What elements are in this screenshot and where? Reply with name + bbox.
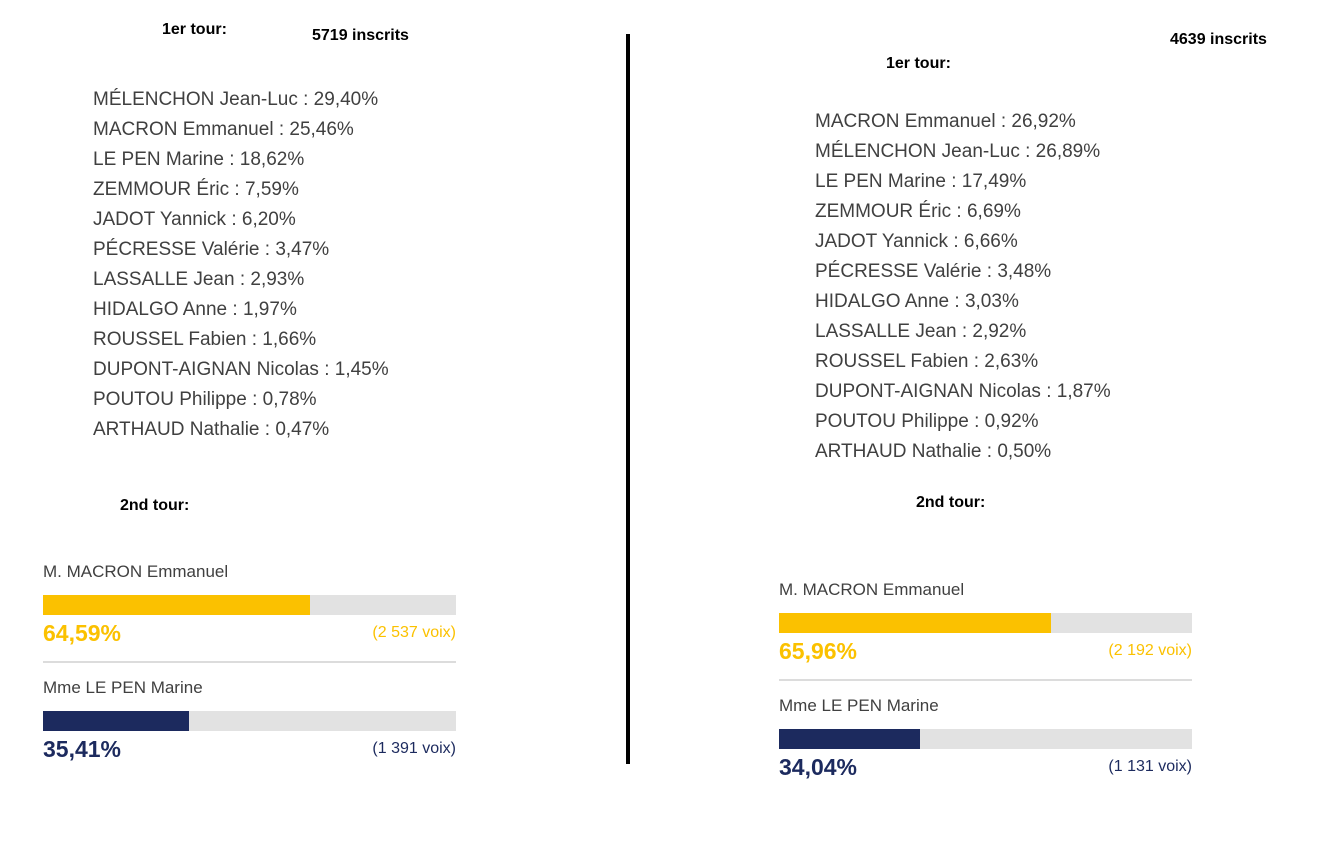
list-item: POUTOU Philippe : 0,78% xyxy=(93,389,317,410)
left-registered-count: 5719 inscrits xyxy=(312,27,409,44)
list-item: MÉLENCHON Jean-Luc : 26,89% xyxy=(815,141,1101,162)
right-round2-title: 2nd tour: xyxy=(916,494,986,511)
list-item: DUPONT-AIGNAN Nicolas : 1,45% xyxy=(93,359,389,380)
percent-value: 64,59% xyxy=(43,619,122,646)
list-item: LASSALLE Jean : 2,93% xyxy=(93,269,305,290)
list-item: ROUSSEL Fabien : 2,63% xyxy=(815,351,1039,372)
progress-fill xyxy=(779,729,920,749)
progress-fill xyxy=(43,595,310,615)
list-item: LE PEN Marine : 18,62% xyxy=(93,149,305,170)
list-item: LE PEN Marine : 17,49% xyxy=(815,171,1027,192)
left-round2-title: 2nd tour: xyxy=(120,497,190,514)
progress-track xyxy=(43,595,456,615)
right-round1-list: MACRON Emmanuel : 26,92% MÉLENCHON Jean-… xyxy=(815,107,1111,467)
progress-fill xyxy=(43,711,190,731)
votes-count: (1 131 voix) xyxy=(1108,758,1192,775)
candidate-name: Mme LE PEN Marine xyxy=(779,696,939,715)
list-item: JADOT Yannick : 6,66% xyxy=(815,231,1018,252)
list-item: MACRON Emmanuel : 25,46% xyxy=(93,119,354,140)
candidate-result: M. MACRON Emmanuel 64,59% (2 537 voix) xyxy=(43,561,456,647)
divider xyxy=(779,679,1192,681)
divider xyxy=(43,661,456,663)
percent-value: 34,04% xyxy=(779,753,858,780)
list-item: MÉLENCHON Jean-Luc : 29,40% xyxy=(93,89,379,110)
list-item: DUPONT-AIGNAN Nicolas : 1,87% xyxy=(815,381,1111,402)
votes-count: (2 192 voix) xyxy=(1108,642,1192,659)
list-item: ZEMMOUR Éric : 7,59% xyxy=(93,179,299,200)
candidate-name: Mme LE PEN Marine xyxy=(43,678,203,697)
left-round1-title: 1er tour: xyxy=(162,21,227,38)
list-item: HIDALGO Anne : 3,03% xyxy=(815,291,1019,312)
candidate-name: M. MACRON Emmanuel xyxy=(43,562,229,581)
percent-value: 65,96% xyxy=(779,637,858,664)
percent-value: 35,41% xyxy=(43,735,122,762)
list-item: PÉCRESSE Valérie : 3,47% xyxy=(93,239,330,260)
candidate-result: M. MACRON Emmanuel 65,96% (2 192 voix) xyxy=(779,579,1192,665)
progress-track xyxy=(779,613,1192,633)
candidate-name: M. MACRON Emmanuel xyxy=(779,580,965,599)
candidate-result: Mme LE PEN Marine 35,41% (1 391 voix) xyxy=(43,677,456,763)
progress-track xyxy=(779,729,1192,749)
left-round1-list: MÉLENCHON Jean-Luc : 29,40% MACRON Emman… xyxy=(93,85,389,445)
list-item: ARTHAUD Nathalie : 0,50% xyxy=(815,441,1052,462)
votes-count: (2 537 voix) xyxy=(372,624,456,641)
progress-fill xyxy=(779,613,1052,633)
list-item: PÉCRESSE Valérie : 3,48% xyxy=(815,261,1052,282)
left-round2-card: M. MACRON Emmanuel 64,59% (2 537 voix) M… xyxy=(43,561,456,763)
list-item: ZEMMOUR Éric : 6,69% xyxy=(815,201,1021,222)
list-item: LASSALLE Jean : 2,92% xyxy=(815,321,1027,342)
list-item: ROUSSEL Fabien : 1,66% xyxy=(93,329,317,350)
right-round1-title: 1er tour: xyxy=(886,55,951,72)
list-item: MACRON Emmanuel : 26,92% xyxy=(815,111,1076,132)
list-item: ARTHAUD Nathalie : 0,47% xyxy=(93,419,330,440)
votes-count: (1 391 voix) xyxy=(372,740,456,757)
list-item: POUTOU Philippe : 0,92% xyxy=(815,411,1039,432)
progress-track xyxy=(43,711,456,731)
vertical-divider xyxy=(626,34,630,764)
list-item: HIDALGO Anne : 1,97% xyxy=(93,299,297,320)
list-item: JADOT Yannick : 6,20% xyxy=(93,209,296,230)
right-registered-count: 4639 inscrits xyxy=(1170,31,1267,48)
candidate-result: Mme LE PEN Marine 34,04% (1 131 voix) xyxy=(779,695,1192,781)
right-round2-card: M. MACRON Emmanuel 65,96% (2 192 voix) M… xyxy=(779,579,1192,781)
